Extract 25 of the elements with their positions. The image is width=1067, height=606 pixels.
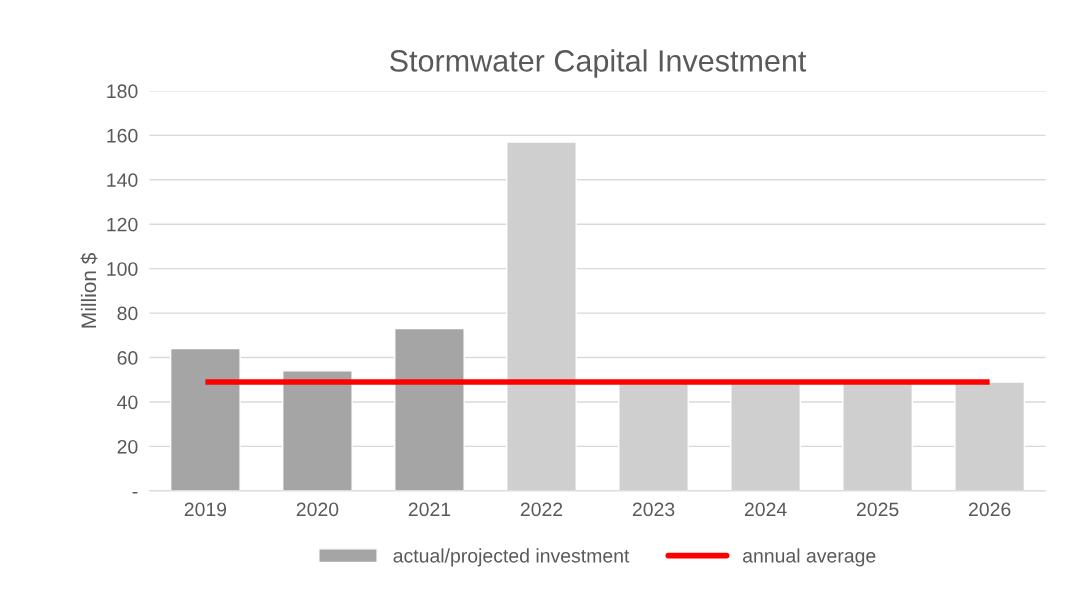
y-tick-label: 120: [107, 217, 138, 232]
y-tick-label: 160: [107, 128, 138, 143]
x-tick-label: 2021: [408, 502, 451, 517]
y-tick-label: 60: [117, 351, 138, 365]
y-tick-label: 20: [117, 439, 138, 454]
x-tick-label: 2025: [856, 502, 899, 517]
x-tick-label: 2020: [296, 502, 339, 517]
x-tick-label: 2019: [184, 502, 227, 517]
bar: [169, 347, 241, 491]
bar: [282, 370, 353, 491]
y-tick-label: 180: [107, 84, 138, 99]
chart-title: Stormwater Capital Investment: [390, 49, 807, 78]
y-tick-label: 100: [107, 262, 138, 276]
y-axis-title: Million $: [80, 253, 98, 328]
legend-label: annual average: [743, 548, 876, 567]
x-tick-label: 2026: [968, 502, 1011, 517]
legend-label: actual/projected investment: [393, 548, 630, 567]
x-tick-label: 2023: [632, 502, 675, 517]
y-tick-label: 140: [107, 173, 138, 188]
x-tick-label: 2024: [744, 502, 787, 517]
bar: [394, 327, 465, 491]
y-tick-label: 40: [117, 395, 138, 410]
y-tick-label: 80: [117, 306, 138, 321]
y-tick-label: -: [132, 491, 138, 494]
x-tick-label: 2022: [520, 502, 563, 517]
